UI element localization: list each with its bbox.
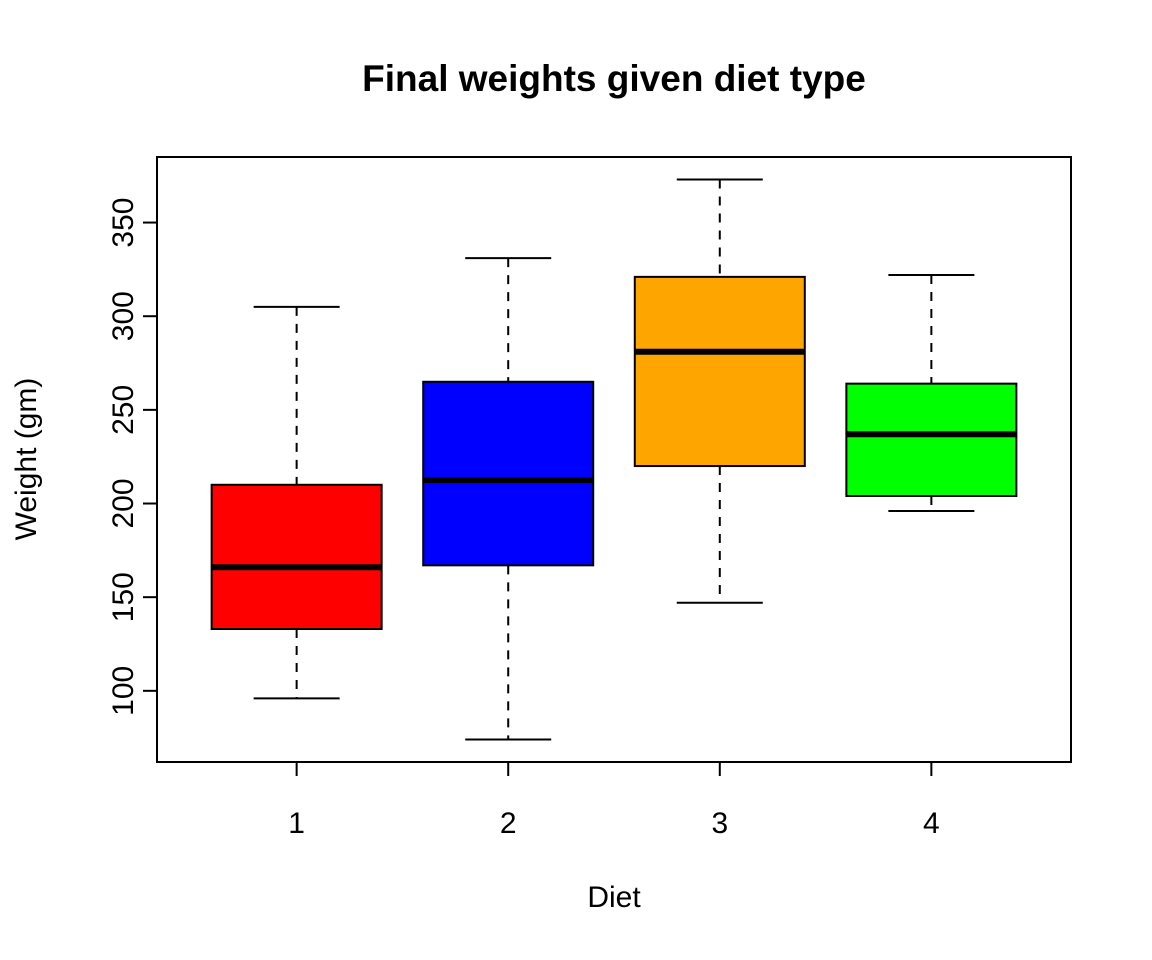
chart-title: Final weights given diet type: [362, 58, 866, 99]
boxplot-diet-1: [210, 305, 383, 700]
y-tick-label: 150: [107, 572, 140, 622]
y-tick-label: 350: [107, 198, 140, 248]
y-tick-label: 300: [107, 291, 140, 341]
x-axis-label: Diet: [587, 881, 641, 914]
boxplot-diet-2: [422, 257, 595, 741]
iqr-box: [210, 483, 383, 631]
x-tick-label: 3: [711, 807, 728, 840]
boxplot-diet-3: [633, 178, 806, 604]
y-tick-label: 200: [107, 478, 140, 528]
iqr-box: [422, 380, 595, 567]
plot-frame: [156, 156, 1072, 763]
x-tick-label: 4: [923, 807, 940, 840]
boxplot-diet-4: [845, 274, 1018, 513]
x-tick-label: 2: [500, 807, 517, 840]
y-tick-label: 100: [107, 666, 140, 716]
y-tick-label: 250: [107, 385, 140, 435]
iqr-box: [845, 382, 1018, 498]
y-axis-label: Weight (gm): [10, 378, 43, 541]
iqr-box: [633, 275, 806, 468]
plot-area: 100 150 200 250 300 350 1 2 3 4: [107, 156, 1072, 840]
x-tick-label: 1: [288, 807, 305, 840]
